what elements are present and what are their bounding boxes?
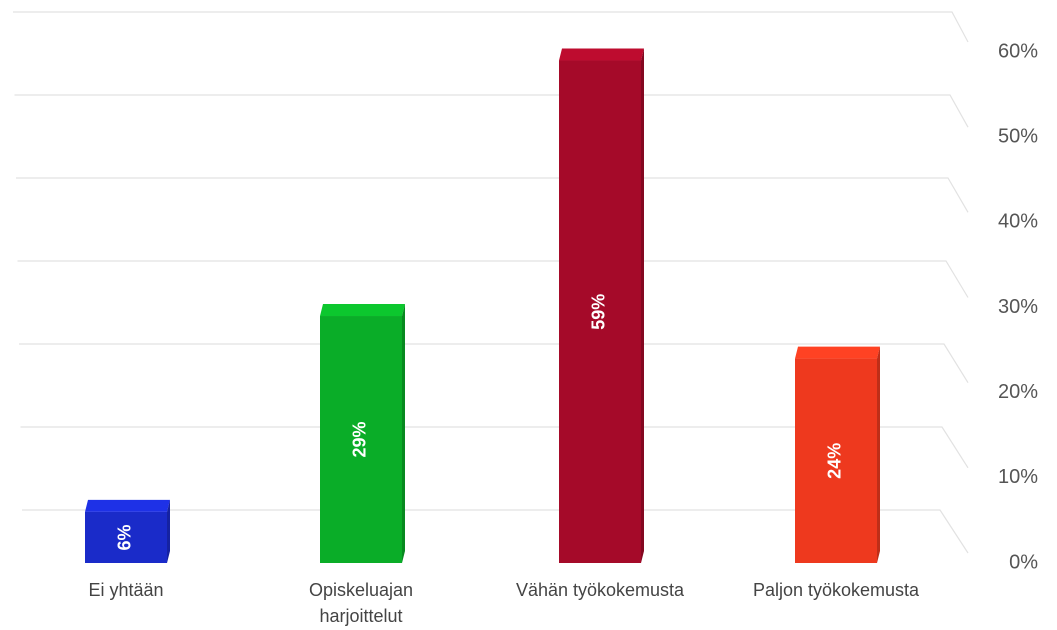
x-tick-label: Opiskeluajan harjoittelut — [308, 580, 414, 626]
bar — [559, 60, 641, 564]
bar — [320, 316, 402, 563]
bar-top — [85, 499, 170, 512]
grid-line — [17, 260, 969, 298]
bar-top — [795, 346, 880, 359]
value-label: 6% — [115, 524, 135, 550]
bar-side — [877, 346, 880, 563]
y-tick-label: 30% — [998, 296, 1038, 318]
y-tick-label: 60% — [998, 40, 1038, 62]
bar — [85, 511, 167, 563]
x-tick-label: Vähän työkokemusta — [515, 580, 685, 600]
x-tick-label: Ei yhtään — [88, 580, 164, 600]
y-tick-label: 50% — [998, 125, 1038, 147]
value-label: 59% — [589, 294, 609, 330]
bar-side — [167, 499, 170, 563]
value-label: 29% — [350, 421, 370, 457]
y-tick-label: 0% — [1009, 551, 1038, 573]
bar — [795, 358, 877, 563]
grid-line — [16, 177, 969, 213]
y-tick-label: 10% — [998, 466, 1038, 488]
bar-side — [641, 48, 644, 564]
bar-top — [559, 48, 644, 61]
value-label: 24% — [825, 443, 845, 479]
grid-line — [14, 94, 969, 128]
x-tick-label: Paljon työkokemusta — [752, 580, 920, 600]
y-tick-label: 20% — [998, 381, 1038, 403]
grid-line — [13, 11, 969, 43]
bar-side — [402, 304, 405, 563]
y-tick-label: 40% — [998, 211, 1038, 233]
bar-top — [320, 304, 405, 317]
